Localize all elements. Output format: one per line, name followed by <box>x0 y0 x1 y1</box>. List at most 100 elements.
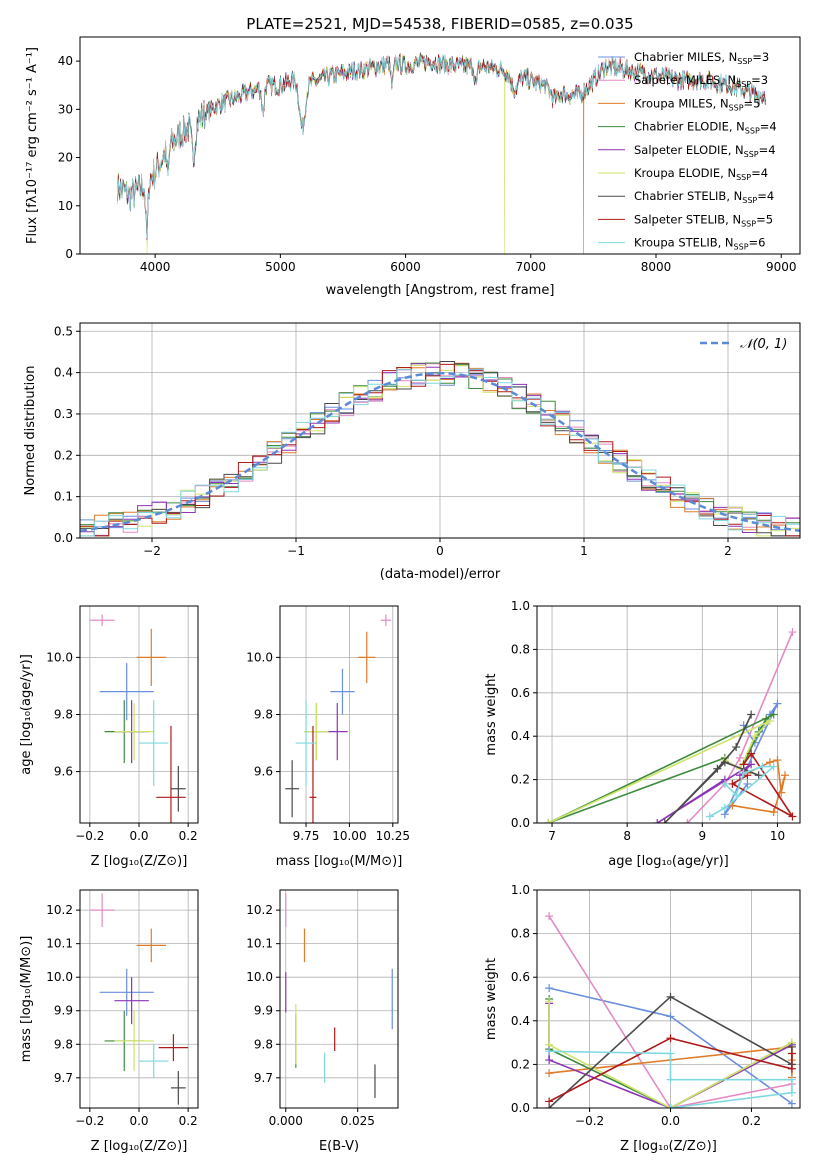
y-tick-label: 10.0 <box>46 650 73 664</box>
x-tick-label: 6000 <box>390 260 421 274</box>
weight-marker <box>545 1056 554 1065</box>
y-tick-label: 10.0 <box>46 970 73 984</box>
weight-marker <box>773 756 782 765</box>
x-axis-label: Z [log₁₀(Z/Z⊙)] <box>91 1139 188 1154</box>
scatter_mass_ebv-panel-plot <box>285 893 393 1098</box>
legend-entry: Chabrier STELIB, NSSP=4 <box>634 189 774 205</box>
x-axis-label: (data-model)/error <box>380 567 501 582</box>
x-tick-label: −0.2 <box>575 1114 604 1128</box>
weight-marker <box>780 771 789 780</box>
weight-marker <box>728 801 737 810</box>
x-tick-label: 7000 <box>516 260 547 274</box>
residual-panel-frame <box>79 322 801 539</box>
scatter_mass_ebv-panel-frame <box>279 889 399 1109</box>
x-axis-label: E(B-V) <box>319 1139 359 1154</box>
weight-marker <box>545 1069 554 1078</box>
weight-marker <box>743 779 752 788</box>
weight-series <box>547 713 775 823</box>
weight-marker <box>544 819 553 823</box>
weight-marker <box>787 1075 796 1084</box>
x-tick-label: 0 <box>436 544 444 558</box>
weight-marker <box>666 1049 675 1058</box>
y-tick-label: 0.4 <box>511 1014 530 1028</box>
y-tick-label: 9.9 <box>254 1004 273 1018</box>
weight-marker <box>758 762 767 771</box>
y-tick-label: 10.1 <box>46 937 73 951</box>
y-tick-label: 0 <box>65 247 73 261</box>
y-tick-label: 0.0 <box>511 816 530 830</box>
weight-marker <box>666 1012 675 1021</box>
weight-series <box>686 631 794 823</box>
y-axis-label: age [log₁₀(age/yr)] <box>19 654 34 775</box>
y-tick-label: 10 <box>58 199 73 213</box>
weight-marker <box>728 779 737 788</box>
spectrum-line <box>117 53 767 239</box>
weight-marker <box>720 803 729 812</box>
x-tick-label: 0.0 <box>129 829 148 843</box>
y-tick-label: 0.8 <box>511 642 530 656</box>
y-tick-label: 0.0 <box>511 1101 530 1115</box>
y-axis-label: Flux [fλ10⁻¹⁷ erg cm⁻² s⁻¹ A⁻¹] <box>25 47 40 244</box>
residual-panel-plot <box>80 361 800 537</box>
y-tick-label: 0.8 <box>511 927 530 941</box>
weight-marker <box>545 997 554 1006</box>
scatter_age_Z-panel-grid <box>80 606 198 823</box>
x-axis-label: Z [log₁₀(Z/Z⊙)] <box>620 1139 717 1154</box>
weights_age-panel-grid <box>537 605 800 824</box>
weight-marker <box>545 912 554 921</box>
x-tick-label: 0.000 <box>269 1114 303 1128</box>
weight-marker <box>653 819 662 823</box>
weight-marker <box>769 710 778 719</box>
y-tick-label: 0.2 <box>511 773 530 787</box>
x-tick-label: 4000 <box>140 260 171 274</box>
x-axis-label: age [log₁₀(age/yr)] <box>608 854 729 869</box>
x-tick-label: 9.75 <box>293 829 320 843</box>
y-tick-label: 9.8 <box>54 708 73 722</box>
weight-marker <box>545 1097 554 1106</box>
x-tick-label: −0.2 <box>75 829 104 843</box>
x-tick-label: 10.25 <box>376 829 410 843</box>
y-axis-label: mass weight <box>484 673 499 755</box>
y-axis-label: mass weight <box>484 958 499 1040</box>
weight-marker <box>787 1049 796 1058</box>
x-tick-label: 0.0 <box>129 1114 148 1128</box>
weight-marker <box>750 732 759 741</box>
weight-marker <box>747 760 756 769</box>
legend-entry: Chabrier ELODIE, NSSP=4 <box>634 120 777 136</box>
scatter_age_Z-panel-plot <box>89 614 186 823</box>
y-tick-label: 9.8 <box>54 1037 73 1051</box>
y-tick-label: 0.3 <box>54 407 73 421</box>
y-tick-label: 10.1 <box>246 937 273 951</box>
y-tick-label: 9.6 <box>254 765 273 779</box>
weight-marker <box>788 628 797 637</box>
y-tick-label: 10.0 <box>246 970 273 984</box>
x-tick-label: 8000 <box>641 260 672 274</box>
scatter_mass_Z-panel-frame <box>79 889 199 1109</box>
weight-marker <box>769 808 778 817</box>
legend-entry: Salpeter MILES, NSSP=3 <box>634 73 768 89</box>
scatter_mass_Z-panel-grid <box>80 890 198 1108</box>
histogram-series <box>80 368 800 537</box>
y-tick-label: 9.8 <box>254 708 273 722</box>
x-tick-label: 0.025 <box>341 1114 375 1128</box>
weight-marker <box>739 760 748 769</box>
weight-marker <box>660 819 669 823</box>
weight-series <box>548 1037 793 1103</box>
weight-marker <box>666 1104 675 1108</box>
residual-panel: −2 −1 0 1 2 0.0 0.1 0.2 0.3 0.4 0.5 (data-model)/er… <box>23 322 801 582</box>
weight-marker <box>666 992 675 1001</box>
y-tick-label: 10.2 <box>46 903 73 917</box>
y-tick-label: 9.9 <box>54 1004 73 1018</box>
weight-marker <box>713 764 722 773</box>
x-axis-label: Z [log₁₀(Z/Z⊙)] <box>91 854 188 869</box>
weights_Z-panel: −0.2 0.0 0.2 0.0 0.2 0.4 0.6 0.8 1.0 Z [log₁₀(Z/Z… <box>484 883 801 1154</box>
y-tick-label: 0.1 <box>54 490 73 504</box>
weight-series <box>548 915 793 1108</box>
y-tick-label: 10.2 <box>246 903 273 917</box>
legend-entry: Salpeter ELODIE, NSSP=4 <box>634 143 776 159</box>
scatter_age_mass-panel: 9.75 10.00 10.25 9.6 9.8 10.0 mass [log₁₀(M/M⊙… <box>246 605 410 869</box>
x-tick-label: 8 <box>623 829 631 843</box>
legend-entry: Salpeter STELIB, NSSP=5 <box>634 212 773 228</box>
y-axis-label: mass [log₁₀(M/M⊙)] <box>19 936 34 1063</box>
